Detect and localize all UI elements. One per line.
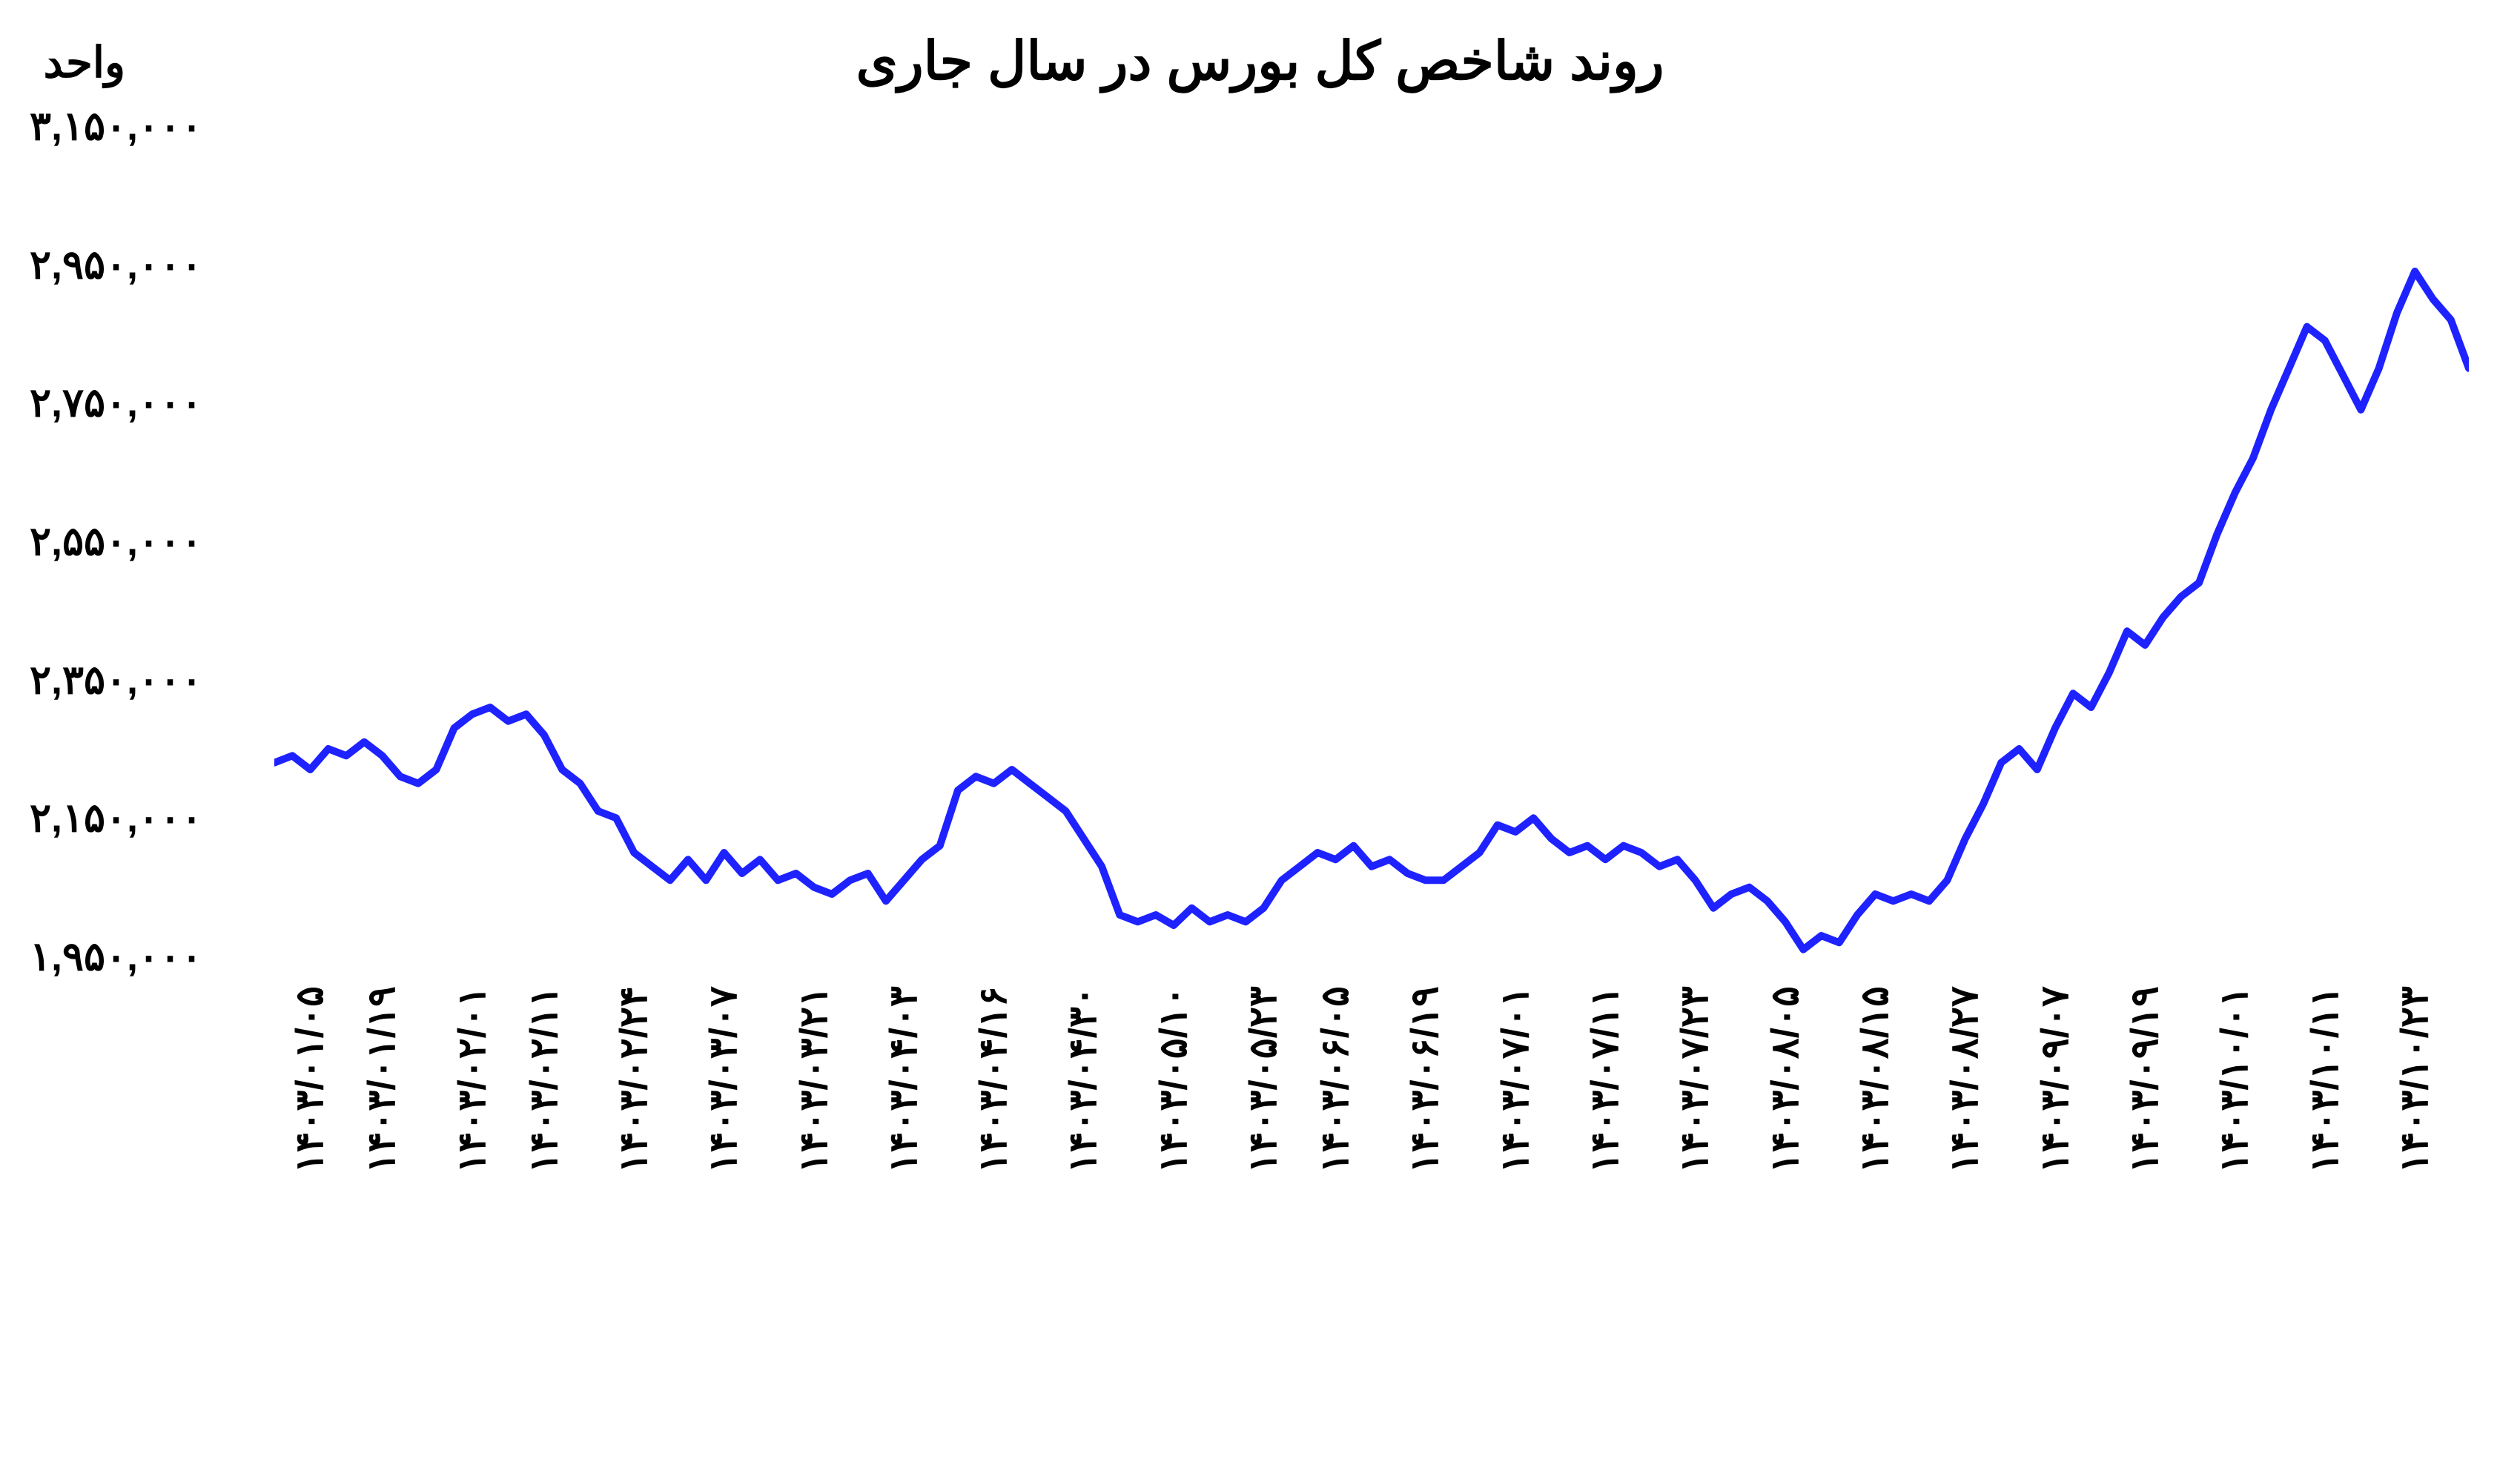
x-tick-label: ۱۴۰۳/۰۷/۱۱ [1583,986,1627,1173]
x-tick-label: ۱۴۰۳/۰۴/۱۶ [971,986,1016,1173]
x-tick-label: ۱۴۰۳/۰۶/۱۹ [1403,986,1447,1173]
x-tick-label: ۱۴۰۳/۱۰/۲۳ [2392,986,2437,1173]
y-tick-label: ۲,۹۵۰,۰۰۰ [30,241,259,288]
x-tick-label: ۱۴۰۳/۰۹/۱۹ [2123,986,2167,1173]
y-tick-label: ۲,۷۵۰,۰۰۰ [30,380,259,426]
x-tick-label: ۱۴۰۳/۰۵/۲۳ [1241,986,1286,1173]
y-tick-label: ۲,۳۵۰,۰۰۰ [30,656,259,703]
x-tick-label: ۱۴۰۳/۰۸/۰۵ [1763,986,1808,1173]
x-tick-label: ۱۴۰۳/۰۶/۰۵ [1313,986,1357,1173]
x-tick-label: ۱۴۰۳/۰۷/۲۳ [1673,986,1717,1173]
y-tick-label: ۳,۱۵۰,۰۰۰ [30,103,259,150]
x-tick-label: ۱۴۰۳/۰۸/۱۵ [1853,986,1897,1173]
x-tick-label: ۱۴۰۳/۰۷/۰۱ [1493,986,1538,1173]
plot-area [274,126,2469,956]
x-tick-label: ۱۴۰۳/۰۲/۲۴ [612,986,656,1173]
y-tick-label: ۲,۱۵۰,۰۰۰ [30,795,259,842]
x-tick-label: ۱۴۰۳/۰۱/۰۵ [288,986,332,1173]
x-tick-label: ۱۴۰۳/۰۴/۳۰ [1061,986,1105,1173]
x-tick-label: ۱۴۰۳/۰۴/۰۳ [882,986,926,1173]
x-tick-label: ۱۴۰۳/۱۰/۰۱ [2212,986,2257,1173]
y-axis-unit: واحد [44,37,125,87]
chart-title: روند شاخص کل بورس در سال جاری [0,30,2520,92]
x-tick-label: ۱۴۰۳/۰۳/۲۱ [792,986,836,1173]
x-tick-label: ۱۴۰۳/۱۰/۱۱ [2303,986,2347,1173]
stock-index-chart: روند شاخص کل بورس در سال جاری واحد ۱,۹۵۰… [0,0,2520,1468]
x-tick-label: ۱۴۰۳/۰۲/۱۱ [522,986,566,1173]
x-tick-label: ۱۴۰۳/۰۲/۰۱ [450,986,495,1173]
x-tick-label: ۱۴۰۳/۰۱/۱۹ [360,986,404,1173]
line-series [274,126,2469,956]
y-tick-label: ۲,۵۵۰,۰۰۰ [30,518,259,565]
x-tick-label: ۱۴۰۳/۰۸/۲۷ [1942,986,1987,1173]
index-line [274,271,2469,950]
y-tick-label: ۱,۹۵۰,۰۰۰ [30,933,259,980]
x-tick-label: ۱۴۰۳/۰۹/۰۷ [2033,986,2077,1173]
x-tick-label: ۱۴۰۳/۰۳/۰۷ [701,986,746,1173]
x-tick-label: ۱۴۰۳/۰۵/۱۰ [1151,986,1196,1173]
